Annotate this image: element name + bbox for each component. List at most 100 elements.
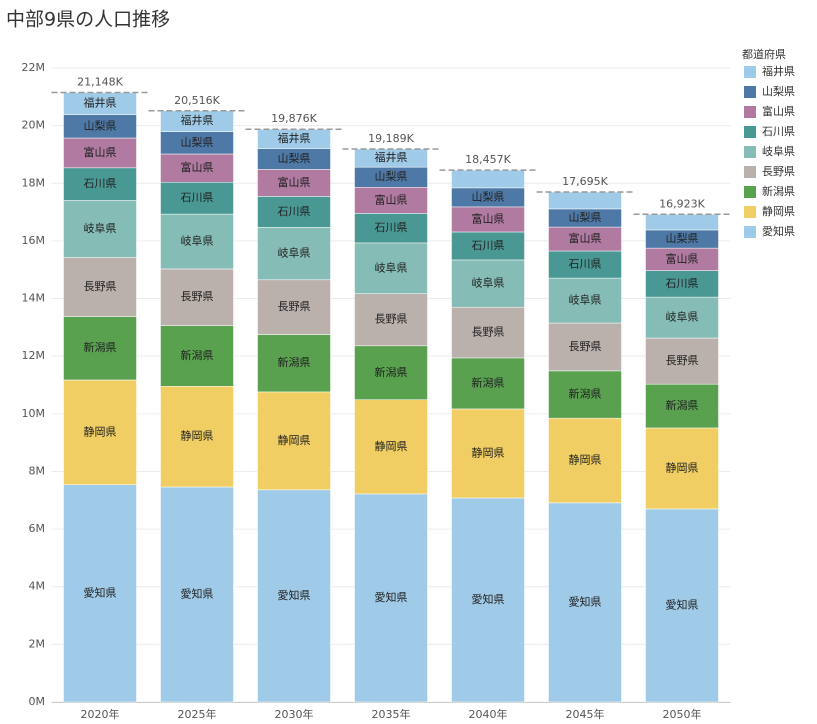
legend-label: 富山県: [762, 104, 795, 118]
legend-swatch: [744, 166, 756, 178]
y-tick-label: 2M: [29, 637, 46, 650]
total-label: 21,148K: [77, 76, 123, 89]
legend-label: 静岡県: [762, 204, 795, 218]
bar-segment: [451, 206, 525, 233]
legend-label: 愛知県: [762, 224, 795, 238]
bar-segment: [548, 322, 622, 372]
bar-segment: [451, 408, 525, 499]
segment-label: 新潟県: [181, 348, 214, 362]
total-label: 20,516K: [174, 94, 220, 107]
segment-label: 新潟県: [666, 398, 699, 412]
segment-label: 愛知県: [181, 586, 214, 600]
bar-segment: [160, 268, 234, 326]
segment-label: 岐阜県: [181, 235, 214, 248]
segment-label: 福井県: [84, 96, 117, 110]
segment-label: 福井県: [375, 150, 408, 164]
bar-segment: [257, 196, 331, 228]
legend-title: 都道府県: [742, 47, 786, 61]
bar-segment: [645, 427, 719, 510]
bar-segment: [160, 325, 234, 387]
segment-label: 富山県: [666, 251, 699, 265]
segment-label: 長野県: [278, 300, 311, 313]
segment-label: 静岡県: [84, 424, 117, 438]
bar-segment: [63, 200, 137, 258]
legend-swatch: [744, 146, 756, 158]
bar-segment: [451, 497, 525, 703]
x-tick-label: 2045年: [566, 707, 605, 721]
segment-label: 岐阜県: [278, 247, 311, 260]
x-tick-label: 2025年: [178, 707, 217, 721]
y-tick-label: 4M: [29, 580, 46, 593]
bar-segment: [548, 502, 622, 703]
y-tick-label: 20M: [22, 119, 46, 132]
segment-label: 富山県: [84, 145, 117, 159]
segment-label: 新潟県: [569, 387, 602, 401]
bar-segment: [451, 357, 525, 410]
segment-label: 富山県: [569, 231, 602, 245]
segment-label: 山梨県: [472, 189, 505, 203]
segment-label: 長野県: [375, 313, 408, 326]
segment-label: 山梨県: [181, 135, 214, 149]
y-tick-label: 6M: [29, 522, 46, 535]
segment-label: 富山県: [375, 192, 408, 206]
segment-label: 富山県: [181, 160, 214, 174]
bar-segment: [645, 214, 719, 231]
segment-label: 石川県: [666, 277, 699, 290]
segment-label: 長野県: [84, 280, 117, 293]
segment-label: 愛知県: [569, 594, 602, 608]
y-tick-label: 8M: [29, 464, 46, 477]
segment-label: 石川県: [181, 191, 214, 204]
segment-label: 新潟県: [84, 340, 117, 354]
segment-label: 静岡県: [666, 460, 699, 474]
bar-segment: [257, 334, 331, 393]
segment-label: 愛知県: [84, 585, 117, 599]
legend-swatch: [744, 86, 756, 98]
bar-segment: [160, 213, 234, 270]
bar-segment: [257, 489, 331, 703]
segment-label: 石川県: [278, 205, 311, 218]
segment-label: 長野県: [181, 290, 214, 303]
chart-title: 中部9県の人口推移: [6, 9, 170, 31]
total-label: 19,876K: [271, 112, 317, 125]
bar-segment: [63, 484, 137, 703]
bar-segment: [354, 493, 428, 703]
bar-segment: [63, 137, 137, 169]
bar-segment: [257, 169, 331, 197]
segment-label: 岐阜県: [666, 311, 699, 324]
bar-segment: [451, 259, 525, 308]
y-tick-label: 16M: [22, 234, 46, 247]
y-tick-label: 0M: [29, 695, 46, 708]
y-tick-label: 14M: [22, 292, 46, 305]
x-tick-label: 2040年: [469, 707, 508, 721]
segment-label: 岐阜県: [375, 261, 408, 274]
legend-swatch: [744, 186, 756, 198]
segment-label: 新潟県: [472, 375, 505, 389]
segment-label: 愛知県: [666, 597, 699, 611]
legend-swatch: [744, 106, 756, 118]
segment-label: 長野県: [569, 340, 602, 353]
total-label: 16,923K: [659, 197, 705, 210]
bar-segment: [354, 345, 428, 400]
y-tick-label: 10M: [22, 407, 46, 420]
bar-segment: [257, 391, 331, 491]
bar-segment: [548, 277, 622, 324]
bar-segment: [63, 316, 137, 381]
bar-segment: [451, 231, 525, 261]
bar-segment: [160, 486, 234, 703]
segment-label: 岐阜県: [472, 277, 505, 290]
segment-label: 岐阜県: [84, 222, 117, 235]
segment-label: 富山県: [278, 175, 311, 189]
bar-segment: [548, 370, 622, 419]
x-tick-label: 2020年: [81, 707, 120, 721]
segment-label: 富山県: [472, 211, 505, 225]
bar-segment: [63, 257, 137, 317]
bar-segment: [63, 167, 137, 201]
legend-label: 石川県: [762, 125, 795, 138]
total-label: 17,695K: [562, 175, 608, 188]
segment-label: 石川県: [569, 258, 602, 271]
bar-segment: [548, 417, 622, 504]
bar-segment: [354, 187, 428, 214]
legend-label: 長野県: [762, 165, 795, 178]
segment-label: 岐阜県: [569, 294, 602, 307]
